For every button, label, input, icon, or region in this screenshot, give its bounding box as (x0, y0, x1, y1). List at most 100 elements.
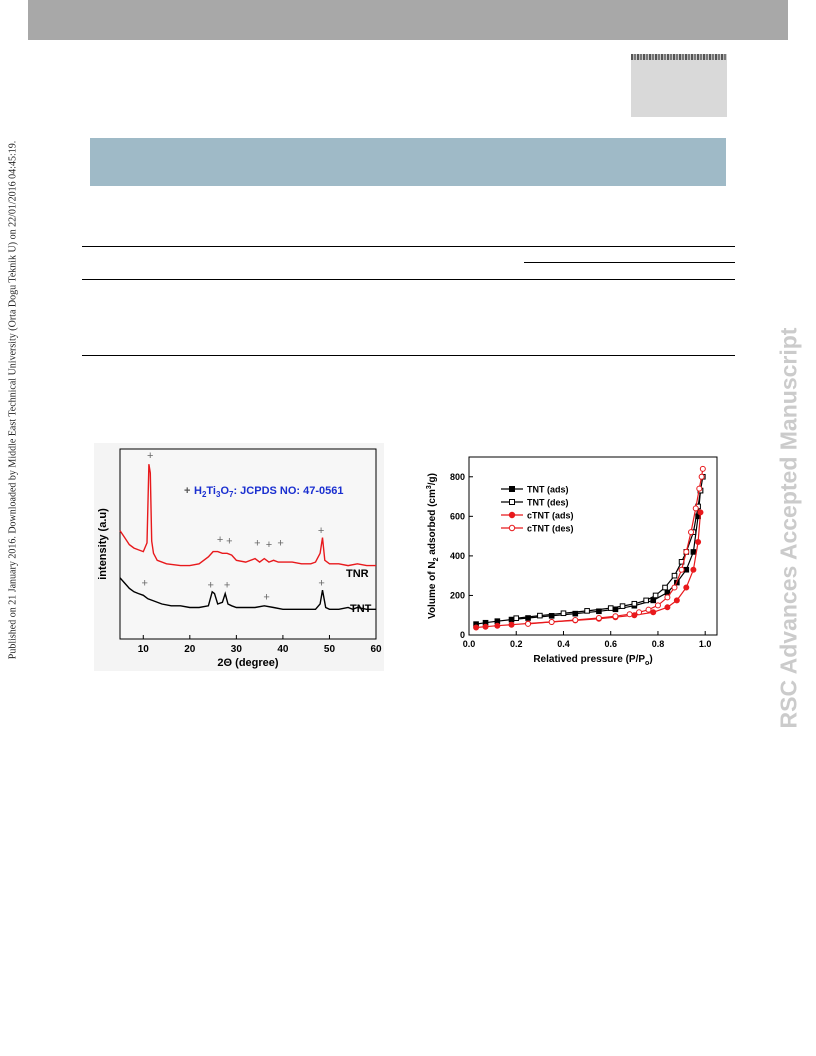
bet-point-ctnt-ads (664, 604, 671, 611)
bet-point-tnt-ads (548, 613, 555, 619)
bet-point-ctnt-des (626, 611, 633, 618)
bet-point-ctnt-des (699, 465, 706, 472)
xrd-peak-marker: + (224, 579, 230, 591)
bet-point-tnt-des (584, 608, 590, 614)
publication-note: Published on 21 January 2016. Downloaded… (0, 0, 26, 700)
xrd-series-label-tnt: TNT (350, 603, 372, 615)
bet-legend-marker (508, 524, 516, 532)
bet-point-ctnt-ads (508, 621, 515, 628)
bet-legend-label: cTNT (des) (527, 524, 574, 534)
xrd-chart: 10 20 30 40 50 60 ++ + + + +++ + +++ intensity (a.u… (94, 443, 384, 671)
xrd-peak-marker: + (208, 579, 214, 591)
bet-point-ctnt-ads (650, 609, 657, 616)
xrd-series-label-tnr: TNR (346, 568, 369, 580)
bet-point-ctnt-des (692, 505, 699, 512)
xrd-peak-marker: + (147, 450, 153, 462)
bet-point-ctnt-des (664, 594, 671, 601)
bet-x-tick-label: 0.2 (510, 639, 523, 649)
bet-series-ctnt-des (527, 468, 704, 625)
bet-point-tnt-ads (690, 549, 697, 555)
bet-x-tick-label: 0.8 (652, 639, 665, 649)
bet-y-tick-label: 800 (450, 472, 465, 482)
xrd-peak-marker: + (318, 525, 324, 537)
logo-pattern (631, 54, 727, 60)
xrd-annotation-formula: H2Ti3O7: JCPDS NO: 47-0561 (194, 485, 344, 499)
bet-point-ctnt-ads (697, 509, 704, 516)
bet-y-tick-label: 200 (450, 590, 465, 600)
bet-point-tnt-ads (664, 589, 671, 596)
bet-x-tick-label: 0.0 (463, 639, 476, 649)
bet-legend-label: TNT (des) (527, 498, 569, 508)
bet-y-axis-label: Volume of N2 adsorbed (cm3/g) (426, 473, 440, 619)
journal-logo-placeholder (631, 54, 727, 117)
xrd-y-axis-label: intensity (a.u) (97, 508, 109, 580)
bet-point-ctnt-ads (473, 624, 480, 631)
bet-point-ctnt-des (696, 485, 703, 492)
header-bar (28, 0, 788, 40)
bet-point-ctnt-des (683, 548, 690, 555)
bet-point-tnt-des (671, 572, 678, 579)
bet-legend-label: cTNT (ads) (527, 511, 574, 521)
xrd-x-axis-label: 2Θ (degree) (217, 657, 278, 669)
bet-chart: 0.0 0.2 0.4 0.6 0.8 1.0 0 200 400 600 800 TNT (ad… (426, 456, 718, 667)
bet-point-tnt-ads (650, 597, 657, 604)
bet-legend-label: TNT (ads) (527, 485, 569, 495)
bet-point-tnt-des (643, 597, 649, 604)
bet-point-ctnt-ads (683, 584, 690, 591)
bet-point-ctnt-des (612, 613, 619, 620)
bet-y-tick-label: 0 (460, 630, 465, 640)
watermark-text: RSC Advances Accepted Manuscript (775, 327, 802, 729)
table-bottom-rule (82, 355, 735, 356)
bet-point-tnt-ads (683, 566, 690, 573)
xrd-x-tick-label: 30 (231, 644, 243, 655)
bet-point-ctnt-ads (690, 566, 697, 573)
publication-note-text: Published on 21 January 2016. Downloaded… (7, 140, 19, 660)
bet-point-ctnt-des (548, 618, 555, 625)
bet-y-tick-label: 400 (450, 551, 465, 561)
bet-point-tnt-ads (508, 616, 515, 623)
table-header-rule (82, 279, 735, 280)
bet-legend-marker (509, 486, 515, 492)
bet-point-tnt-ads (525, 615, 531, 621)
bet-point-ctnt-ads (673, 597, 680, 604)
bet-figure: 0.0 0.2 0.4 0.6 0.8 1.0 0 200 400 600 800 TNT (ad… (425, 453, 725, 668)
xrd-peak-marker: + (141, 578, 147, 590)
bet-point-ctnt-ads (482, 623, 489, 630)
xrd-peak-marker: + (263, 592, 269, 604)
bet-point-ctnt-des (525, 620, 532, 627)
xrd-x-tick-label: 20 (184, 644, 196, 655)
xrd-peak-marker: + (226, 536, 232, 548)
bet-point-ctnt-des (636, 609, 643, 616)
xrd-peak-marker: + (254, 537, 260, 549)
bet-y-tick-label: 600 (450, 511, 465, 521)
bet-point-ctnt-ads (695, 539, 702, 546)
table-top-rule (82, 246, 735, 247)
bet-point-ctnt-des (572, 616, 579, 623)
xrd-peak-marker: + (266, 539, 272, 551)
bet-point-ctnt-des (698, 473, 705, 480)
bet-point-ctnt-des (678, 566, 685, 573)
bet-point-ctnt-des (595, 614, 602, 621)
bet-point-tnt-des (537, 612, 543, 619)
bet-point-ctnt-des (645, 606, 652, 613)
bet-point-tnt-des (560, 610, 567, 617)
xrd-series-tnr (119, 464, 376, 567)
bet-point-tnt-des (662, 584, 668, 591)
xrd-figure: 10 20 30 40 50 60 + + + + + + + + + + + + intensity (a.u… (94, 443, 384, 671)
bet-point-ctnt-des (688, 529, 695, 536)
bet-point-tnt-des (631, 600, 638, 607)
xrd-x-tick-label: 50 (324, 644, 336, 655)
bet-legend-marker (509, 499, 515, 505)
bet-point-ctnt-des (654, 602, 661, 609)
xrd-x-tick-label: 40 (277, 644, 289, 655)
bet-point-ctnt-ads (494, 622, 501, 629)
title-banner (90, 138, 726, 186)
bet-point-tnt-ads (572, 610, 579, 617)
bet-point-tnt-des (513, 615, 520, 621)
xrd-series-tnt (119, 577, 376, 611)
bet-point-tnt-des (607, 605, 614, 611)
bet-x-tick-label: 0.6 (604, 639, 617, 649)
bet-x-tick-label: 1.0 (699, 639, 712, 649)
xrd-peak-marker: + (277, 537, 283, 549)
xrd-x-tick-label: 10 (138, 644, 150, 655)
